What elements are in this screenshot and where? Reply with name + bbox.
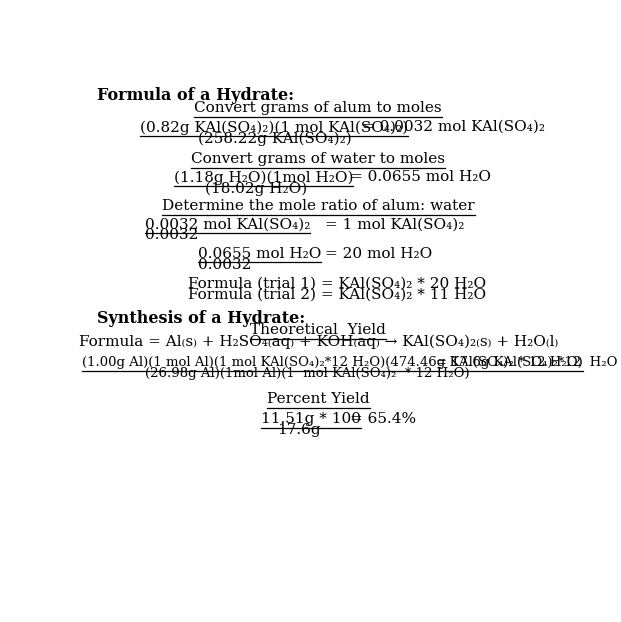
Text: Theoretical  Yield: Theoretical Yield — [250, 323, 386, 337]
Text: 0.0032: 0.0032 — [198, 258, 252, 272]
Text: Percent Yield: Percent Yield — [267, 392, 369, 406]
Text: Formula = Al₍s₎ + H₂SO₄₍aq₎ + KOH₍aq₎ → KAl(SO₄)₂₍s₎ + H₂O₍l₎: Formula = Al₍s₎ + H₂SO₄₍aq₎ + KOH₍aq₎ → … — [79, 334, 558, 348]
Text: Convert grams of alum to moles: Convert grams of alum to moles — [194, 101, 442, 115]
Text: Formula of a Hydrate:: Formula of a Hydrate: — [97, 86, 294, 104]
Text: 17.6g: 17.6g — [278, 424, 321, 437]
Text: 0.0032: 0.0032 — [145, 228, 198, 243]
Text: (1.18g H₂O)(1mol H₂O): (1.18g H₂O)(1mol H₂O) — [174, 170, 353, 185]
Text: 0.0032 mol KAl(SO₄)₂: 0.0032 mol KAl(SO₄)₂ — [145, 217, 310, 231]
Text: 0.0655 mol H₂O: 0.0655 mol H₂O — [198, 247, 321, 261]
Text: = 0.0655 mol H₂O: = 0.0655 mol H₂O — [350, 170, 491, 185]
Text: = 65.4%: = 65.4% — [350, 412, 415, 426]
Text: Determine the mole ratio of alum: water: Determine the mole ratio of alum: water — [162, 199, 474, 213]
Text: Formula (trial 1) = KAl(SO₄)₂ * 20 H₂O: Formula (trial 1) = KAl(SO₄)₂ * 20 H₂O — [188, 277, 486, 290]
Text: (1.00g Al)(1 mol Al)(1 mol KAl(SO₄)₂*12 H₂O)(474.46g KAl(SO₄)₂ * 12 H₂O): (1.00g Al)(1 mol Al)(1 mol KAl(SO₄)₂*12 … — [83, 356, 583, 369]
Text: (258.22g KAl(SO₄)₂): (258.22g KAl(SO₄)₂) — [198, 131, 351, 146]
Text: (18.02g H₂O): (18.02g H₂O) — [205, 182, 307, 196]
Text: = 0.0032 mol KAl(SO₄)₂: = 0.0032 mol KAl(SO₄)₂ — [361, 120, 545, 134]
Text: (0.82g KAl(SO₄)₂)(1 mol KAl(SO₄)₂): (0.82g KAl(SO₄)₂)(1 mol KAl(SO₄)₂) — [140, 120, 409, 134]
Text: = 17.6g KAl(SO₄)₂*12  H₂O: = 17.6g KAl(SO₄)₂*12 H₂O — [436, 356, 618, 369]
Text: Formula (trial 2) = KAl(SO₄)₂ * 11 H₂O: Formula (trial 2) = KAl(SO₄)₂ * 11 H₂O — [188, 288, 486, 302]
Text: Convert grams of water to moles: Convert grams of water to moles — [191, 152, 445, 166]
Text: = 20 mol H₂O: = 20 mol H₂O — [325, 247, 433, 261]
Text: (26.98g Al)(1mol Al)(1  mol KAl(SO₄)₂  * 12 H₂O): (26.98g Al)(1mol Al)(1 mol KAl(SO₄)₂ * 1… — [145, 367, 469, 380]
Text: 11.51g * 100: 11.51g * 100 — [261, 412, 361, 426]
Text: = 1 mol KAl(SO₄)₂: = 1 mol KAl(SO₄)₂ — [325, 217, 465, 231]
Text: Synthesis of a Hydrate:: Synthesis of a Hydrate: — [97, 310, 305, 327]
